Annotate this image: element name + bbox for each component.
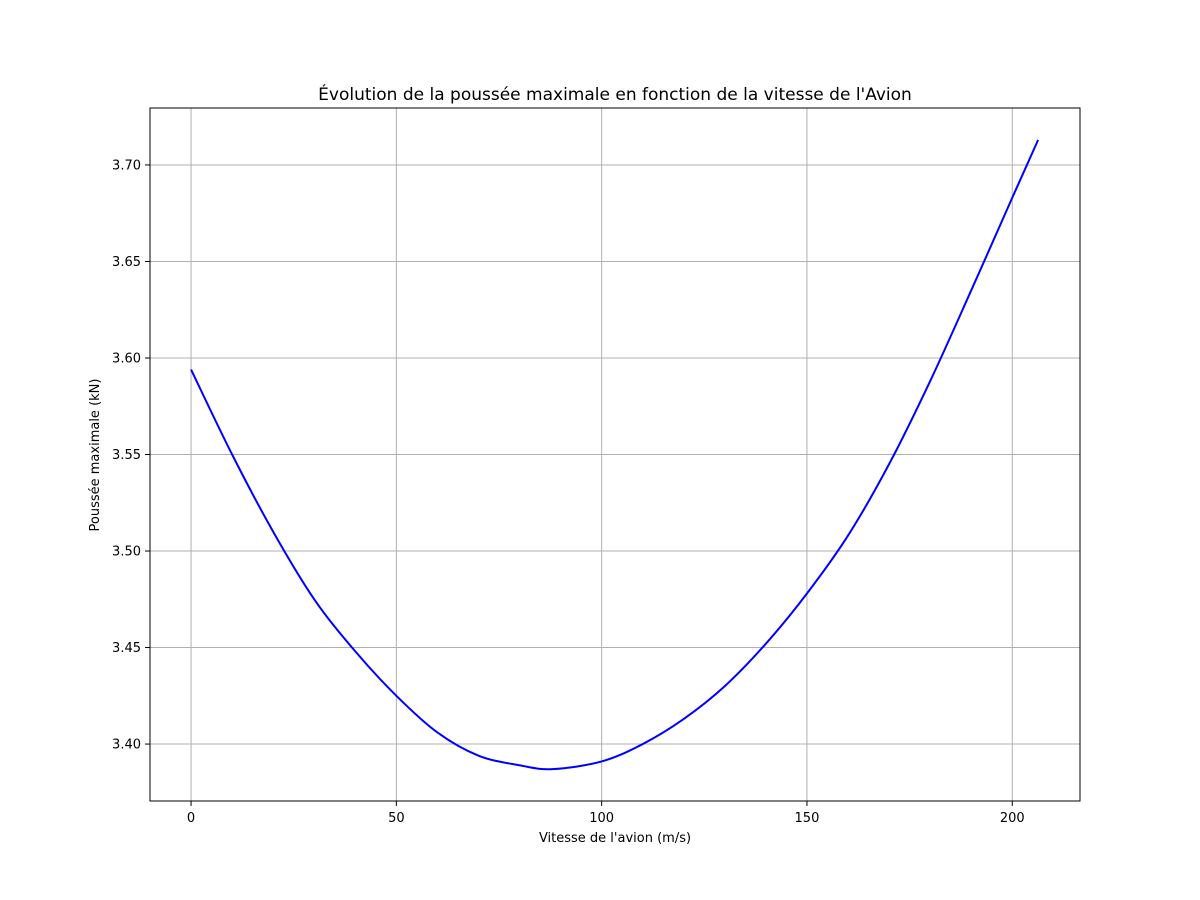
y-tick-label: 3.60 [112, 351, 141, 366]
grid [150, 108, 1080, 801]
y-tick-label: 3.70 [112, 158, 141, 173]
x-axis-ticks: 0 50 100 150 200 [187, 801, 1025, 826]
y-axis-label: Poussée maximale (kN) [88, 379, 103, 532]
chart-title: Évolution de la poussée maximale en fonc… [318, 83, 912, 105]
x-tick-label: 100 [589, 811, 614, 826]
x-tick-label: 0 [187, 811, 195, 826]
x-tick-label: 200 [1000, 811, 1025, 826]
y-tick-label: 3.65 [112, 255, 141, 270]
x-tick-label: 50 [388, 811, 405, 826]
plot-lines [190, 139, 1040, 771]
y-axis-ticks: 3.40 3.45 3.50 3.55 3.60 3.65 3.70 [112, 158, 150, 753]
y-tick-label: 3.55 [112, 448, 141, 463]
y-tick-label: 3.50 [112, 545, 141, 560]
y-tick-label: 3.45 [112, 641, 141, 656]
x-tick-label: 150 [795, 811, 820, 826]
y-tick-label: 3.40 [112, 738, 141, 753]
x-axis-label: Vitesse de l'avion (m/s) [539, 831, 691, 846]
series-line [190, 139, 1040, 771]
